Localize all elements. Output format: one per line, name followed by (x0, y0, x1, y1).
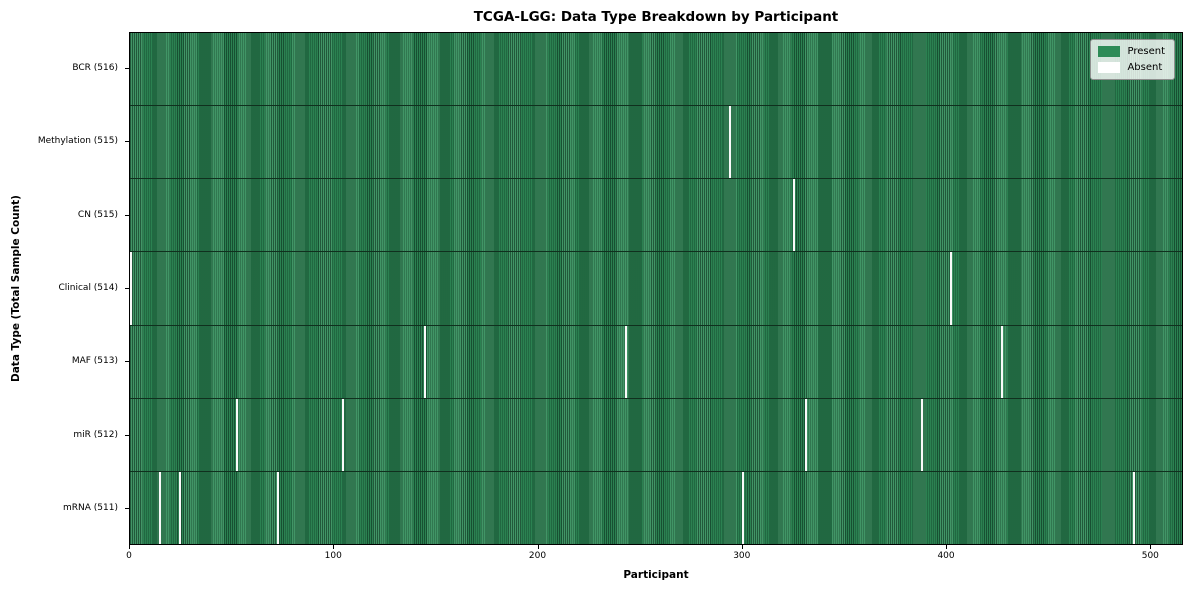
y-tick (125, 68, 129, 70)
y-tick (125, 214, 129, 216)
y-tick (125, 288, 129, 289)
x-axis-title: Participant (623, 569, 689, 581)
absent-marker (625, 325, 628, 398)
absent-marker (158, 471, 161, 544)
absent-marker (804, 398, 807, 471)
absent-marker (949, 252, 952, 325)
heatmap-row (130, 105, 1182, 179)
heatmap-row (130, 178, 1182, 252)
x-tick (333, 545, 335, 549)
y-tick-label: MAF (513) (71, 356, 118, 367)
heatmap-row (130, 33, 1182, 106)
legend-swatch-absent-icon (1098, 62, 1121, 73)
legend-item: Present (1098, 46, 1165, 57)
absent-marker (729, 106, 732, 179)
absent-marker (1000, 325, 1003, 398)
plot-area: Present Absent (129, 32, 1183, 545)
legend-label: Present (1127, 46, 1165, 57)
legend-label: Absent (1127, 62, 1163, 73)
chart-title: TCGA-LGG: Data Type Breakdown by Partici… (473, 9, 839, 25)
absent-marker (178, 471, 181, 544)
y-tick-label: BCR (516) (72, 63, 118, 74)
x-tick (946, 545, 948, 549)
x-tick-label: 100 (324, 551, 342, 561)
y-tick-label: Clinical (514) (58, 283, 118, 293)
absent-marker (342, 398, 345, 471)
legend: Present Absent (1090, 39, 1175, 80)
x-tick-label: 200 (528, 551, 547, 561)
y-tick (125, 507, 129, 509)
y-tick-label: CN (515) (77, 209, 118, 220)
legend-item: Absent (1098, 62, 1165, 73)
y-tick-label: Methylation (515) (37, 136, 118, 147)
heatmap-row (130, 251, 1182, 325)
x-tick-label: 500 (1141, 551, 1159, 561)
x-tick (537, 545, 539, 549)
x-tick (741, 545, 743, 549)
y-tick (125, 141, 129, 143)
heatmap-row (130, 470, 1182, 544)
absent-marker (741, 471, 744, 544)
y-tick (125, 361, 129, 363)
absent-marker (130, 252, 132, 325)
x-tick (1150, 545, 1152, 549)
absent-marker (276, 471, 279, 544)
x-tick-label: 300 (733, 551, 751, 561)
absent-marker (792, 179, 795, 252)
y-tick-label: miR (512) (73, 429, 118, 440)
x-tick-label: 0 (126, 551, 132, 561)
absent-marker (1133, 471, 1136, 544)
heatmap-row (130, 324, 1182, 398)
absent-marker (236, 398, 238, 471)
heatmap-row (130, 397, 1182, 471)
absent-marker (921, 398, 924, 471)
x-tick-label: 400 (937, 551, 955, 561)
x-tick (129, 545, 130, 549)
legend-swatch-present-icon (1098, 46, 1121, 57)
y-tick (125, 434, 129, 436)
y-tick-label: mRNA (511) (63, 502, 118, 513)
absent-marker (423, 325, 426, 398)
